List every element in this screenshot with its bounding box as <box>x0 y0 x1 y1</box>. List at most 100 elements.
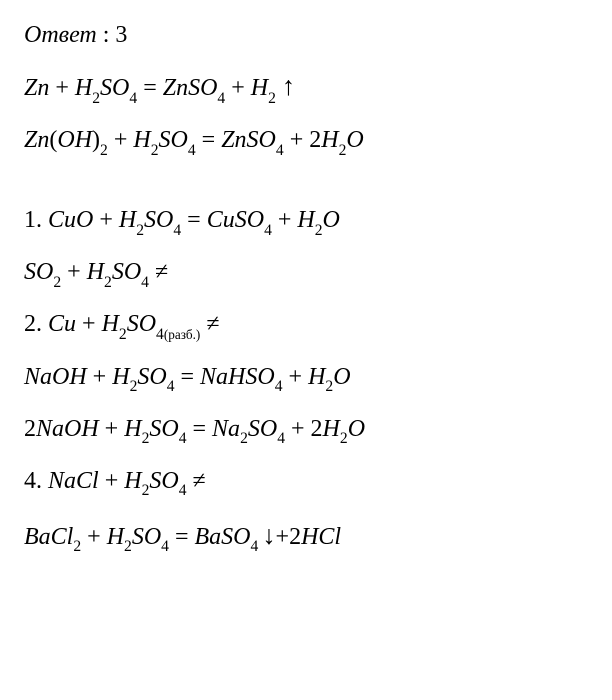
sub: 2 <box>340 430 348 447</box>
op: + <box>272 207 298 233</box>
not-equal-icon: ≠ <box>200 311 219 337</box>
list-number: 1. <box>24 207 48 233</box>
op: + <box>284 127 310 153</box>
term: Cu <box>48 311 76 337</box>
op: = <box>181 207 207 233</box>
term: ZnSO <box>221 127 276 153</box>
term: SO <box>159 127 188 153</box>
term: H <box>124 416 141 442</box>
sub: 4 <box>141 274 149 291</box>
sub: 2 <box>104 274 112 291</box>
answer-header: Ответ : 3 <box>24 20 588 51</box>
precipitate-arrow-icon: ↓ <box>262 520 275 550</box>
term: H <box>321 127 338 153</box>
sub: 2 <box>325 378 333 395</box>
op: + <box>93 207 119 233</box>
sub: 2 <box>53 274 61 291</box>
term: SO <box>100 75 129 101</box>
op: = <box>187 416 213 442</box>
equation-7: 2NaOH + H2SO4 = Na2SO4 + 2H2O <box>24 414 588 448</box>
list-number: 2. <box>24 311 48 337</box>
op: = <box>175 364 201 390</box>
sub: 4 <box>161 538 169 555</box>
coef: 2 <box>309 127 321 153</box>
equation-3: 1. CuO + H2SO4 = CuSO4 + H2O <box>24 205 588 239</box>
equation-5: 2. Cu + H2SO4(разб.) ≠ <box>24 309 588 343</box>
sub: 2 <box>151 142 159 159</box>
sub: 4 <box>156 326 164 343</box>
term: H <box>297 207 314 233</box>
term: NaOH <box>24 364 87 390</box>
term: H <box>102 311 119 337</box>
sub: 4 <box>167 378 175 395</box>
op: + <box>285 416 311 442</box>
term: H <box>87 259 104 285</box>
sub: 2 <box>339 142 347 159</box>
coef: 2 <box>311 416 323 442</box>
sub: 4 <box>264 222 272 239</box>
section-gap <box>24 177 588 205</box>
sub: 2 <box>136 222 144 239</box>
term: NaOH <box>36 416 99 442</box>
op: + <box>108 127 134 153</box>
equation-1: Zn + H2SO4 = ZnSO4 + H2↑ <box>24 69 588 107</box>
term: SO <box>248 416 277 442</box>
condition-label: разб. <box>168 327 196 342</box>
term: Na <box>212 416 240 442</box>
answer-label: Ответ <box>24 22 97 48</box>
sub: 2 <box>119 326 127 343</box>
equation-6: NaOH + H2SO4 = NaHSO4 + H2O <box>24 362 588 396</box>
term: SO <box>112 259 141 285</box>
term: SO <box>132 524 161 550</box>
op: + <box>99 416 125 442</box>
term: SO <box>149 416 178 442</box>
colon: : <box>97 22 116 48</box>
term: H <box>112 364 129 390</box>
op: + <box>276 524 290 550</box>
sub: 4 <box>276 142 284 159</box>
sub: 4 <box>173 222 181 239</box>
sub: 2 <box>142 482 150 499</box>
op: = <box>137 75 163 101</box>
not-equal-icon: ≠ <box>149 259 168 285</box>
op: + <box>225 75 251 101</box>
op: + <box>61 259 87 285</box>
sub: 4 <box>179 482 187 499</box>
sub: 2 <box>130 378 138 395</box>
term: HCl <box>301 524 341 550</box>
term: SO <box>149 468 178 494</box>
term: CuSO <box>207 207 264 233</box>
paren: ) <box>196 327 200 342</box>
op: + <box>76 311 102 337</box>
op: + <box>99 468 125 494</box>
paren: ) <box>92 127 100 153</box>
sub: 2 <box>315 222 323 239</box>
term: O <box>348 416 365 442</box>
term: Zn <box>24 75 49 101</box>
term: NaCl <box>48 468 99 494</box>
op: + <box>49 75 75 101</box>
term: O <box>346 127 363 153</box>
op: + <box>81 524 107 550</box>
answer-value: 3 <box>115 22 127 48</box>
equation-9: BaCl2 + H2SO4 = BaSO4↓+2HCl <box>24 518 588 556</box>
equation-8: 4. NaCl + H2SO4 ≠ <box>24 466 588 500</box>
term: BaSO <box>195 524 251 550</box>
sub: 2 <box>92 90 100 107</box>
gas-arrow-icon: ↑ <box>282 71 295 101</box>
term: SO <box>137 364 166 390</box>
sub: 4 <box>217 90 225 107</box>
sub: 2 <box>240 430 248 447</box>
term: ZnSO <box>163 75 218 101</box>
term: H <box>124 468 141 494</box>
op: = <box>196 127 222 153</box>
sub: 4 <box>179 430 187 447</box>
term: SO <box>144 207 173 233</box>
sub: 4 <box>129 90 137 107</box>
op: + <box>283 364 309 390</box>
term: O <box>323 207 340 233</box>
term: H <box>308 364 325 390</box>
coef: 2 <box>24 416 36 442</box>
sub: 4 <box>188 142 196 159</box>
op: + <box>87 364 113 390</box>
